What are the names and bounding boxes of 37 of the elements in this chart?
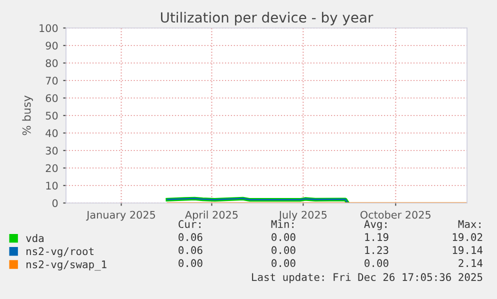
text: 0.00 [272,246,296,254]
text: 0.00 [272,233,296,242]
text: 1.19 [365,233,388,242]
legend-label: ns2-vg/swap_1 [26,260,106,271]
chart-title: Utilization per device - by year [161,12,374,26]
text: 0.00 [178,259,202,268]
y-tick-label: 20 [46,164,58,172]
text: 0.06 [178,233,202,242]
text: Min: [271,220,294,228]
x-tick-label: October 2025 [360,210,430,219]
text: Avg: [364,220,386,230]
text: 2.14 [458,259,483,267]
text: 0.06 [178,246,202,254]
y-tick-label: 70 [46,76,58,85]
legend-label: ns2-vg/root [26,247,94,258]
x-tick-label: January 2025 [86,210,156,221]
text: 0.00 [364,259,388,268]
y-tick-label: 30 [46,146,58,155]
y-tick-label: 40 [46,129,58,138]
text: Cur: [178,220,200,228]
y-tick-label: 0 [52,199,58,208]
y-tick-label: 90 [46,42,58,50]
legend-label: vda [26,234,44,242]
x-tick-label: July 2025 [278,210,327,221]
x-tick-label: April 2025 [184,210,238,221]
y-tick-label: 60 [46,94,58,102]
y-tick-label: 10 [46,182,58,190]
text: 0.00 [272,259,296,268]
text: Max: [458,220,480,228]
y-axis-title: % busy [22,96,33,136]
y-tick-label: 50 [46,112,58,120]
y-tick-label: 80 [46,59,58,68]
text: 19.14 [452,246,483,254]
text: 1.23 [365,246,388,254]
text: 19.02 [452,233,482,242]
text: Last update: Fri Dec 26 17:05:36 2025 [252,272,482,284]
y-tick-label: 100 [40,24,58,32]
